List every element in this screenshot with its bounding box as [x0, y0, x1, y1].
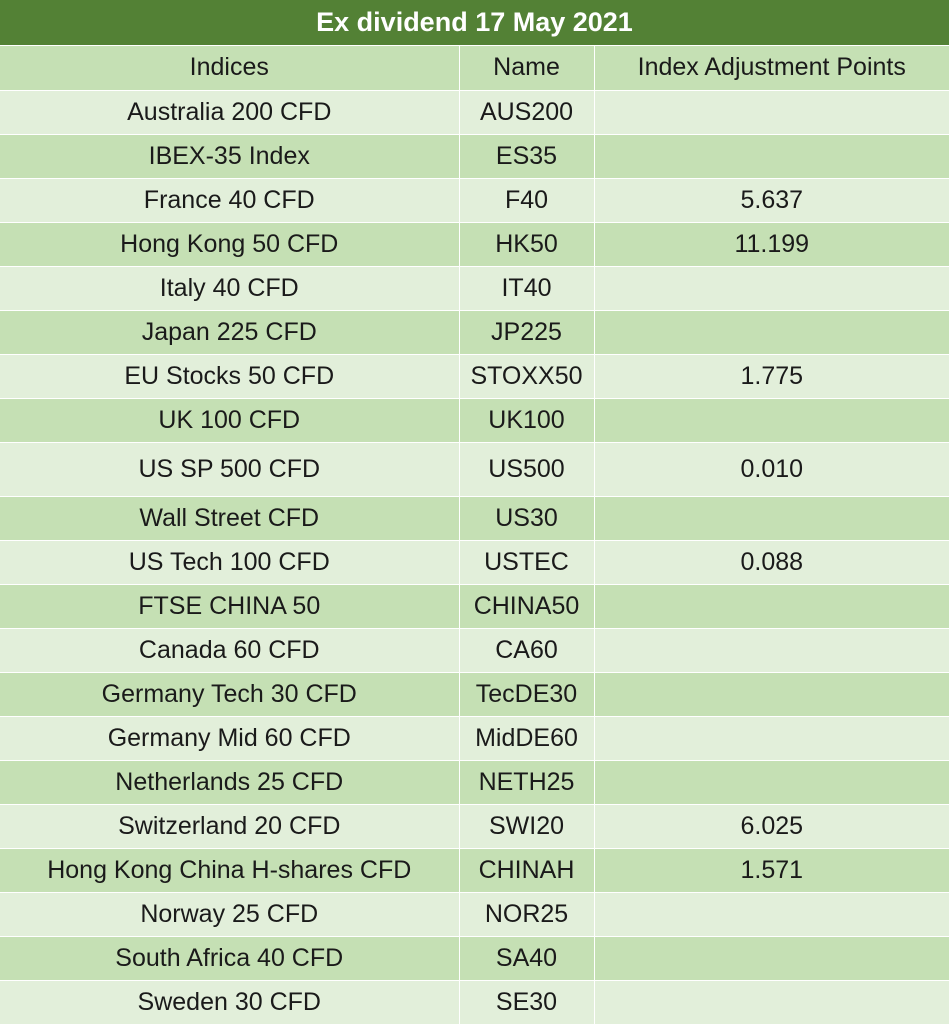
cell-name: STOXX50 — [459, 354, 595, 399]
cell-name: CHINAH — [459, 848, 595, 893]
table-row: Hong Kong China H-shares CFD CHINAH 1.571 — [0, 848, 949, 893]
cell-index: South Africa 40 CFD — [0, 936, 460, 981]
cell-index: Germany Mid 60 CFD — [0, 716, 460, 761]
cell-index: Hong Kong 50 CFD — [0, 222, 460, 267]
table-row: Italy 40 CFD IT40 — [0, 266, 949, 311]
cell-adjustment-points — [594, 584, 949, 629]
cell-name: CA60 — [459, 628, 595, 673]
cell-adjustment-points — [594, 760, 949, 805]
cell-adjustment-points — [594, 310, 949, 355]
table-header: Indices Name Index Adjustment Points — [0, 46, 949, 91]
table-row: EU Stocks 50 CFD STOXX50 1.775 — [0, 354, 949, 399]
table-row: IBEX-35 Index ES35 — [0, 134, 949, 179]
header-row: Indices Name Index Adjustment Points — [0, 46, 949, 91]
cell-adjustment-points — [594, 266, 949, 311]
cell-adjustment-points: 1.571 — [594, 848, 949, 893]
header-adjustment-points: Index Adjustment Points — [594, 46, 949, 91]
cell-adjustment-points: 5.637 — [594, 178, 949, 223]
cell-adjustment-points: 1.775 — [594, 354, 949, 399]
cell-adjustment-points — [594, 980, 949, 1024]
table-row: US SP 500 CFD US500 0.010 — [0, 442, 949, 497]
table-row: Wall Street CFD US30 — [0, 496, 949, 541]
table-row: Germany Tech 30 CFD TecDE30 — [0, 672, 949, 717]
cell-index: Germany Tech 30 CFD — [0, 672, 460, 717]
cell-adjustment-points — [594, 892, 949, 937]
cell-adjustment-points — [594, 134, 949, 179]
cell-index: Italy 40 CFD — [0, 266, 460, 311]
cell-index: Hong Kong China H-shares CFD — [0, 848, 460, 893]
cell-index: US Tech 100 CFD — [0, 540, 460, 585]
cell-index: US SP 500 CFD — [0, 442, 460, 497]
table-row: Australia 200 CFD AUS200 — [0, 90, 949, 135]
cell-name: USTEC — [459, 540, 595, 585]
table-row: Japan 225 CFD JP225 — [0, 310, 949, 355]
cell-name: SWI20 — [459, 804, 595, 849]
cell-adjustment-points — [594, 90, 949, 135]
cell-adjustment-points — [594, 672, 949, 717]
cell-adjustment-points: 0.088 — [594, 540, 949, 585]
cell-adjustment-points — [594, 628, 949, 673]
cell-name: SA40 — [459, 936, 595, 981]
cell-name: US500 — [459, 442, 595, 497]
cell-index: Netherlands 25 CFD — [0, 760, 460, 805]
table-row: Switzerland 20 CFD SWI20 6.025 — [0, 804, 949, 849]
cell-name: HK50 — [459, 222, 595, 267]
cell-adjustment-points — [594, 398, 949, 443]
cell-name: TecDE30 — [459, 672, 595, 717]
cell-index: France 40 CFD — [0, 178, 460, 223]
cell-name: NETH25 — [459, 760, 595, 805]
cell-name: F40 — [459, 178, 595, 223]
cell-index: Canada 60 CFD — [0, 628, 460, 673]
cell-index: Switzerland 20 CFD — [0, 804, 460, 849]
cell-index: FTSE CHINA 50 — [0, 584, 460, 629]
table-row: FTSE CHINA 50 CHINA50 — [0, 584, 949, 629]
cell-adjustment-points — [594, 936, 949, 981]
cell-adjustment-points — [594, 716, 949, 761]
cell-index: Australia 200 CFD — [0, 90, 460, 135]
table-row: Netherlands 25 CFD NETH25 — [0, 760, 949, 805]
cell-adjustment-points: 6.025 — [594, 804, 949, 849]
cell-adjustment-points: 11.199 — [594, 222, 949, 267]
cell-name: CHINA50 — [459, 584, 595, 629]
table-row: Sweden 30 CFD SE30 — [0, 980, 949, 1024]
cell-index: EU Stocks 50 CFD — [0, 354, 460, 399]
table-row: US Tech 100 CFD USTEC 0.088 — [0, 540, 949, 585]
cell-index: IBEX-35 Index — [0, 134, 460, 179]
table-row: Norway 25 CFD NOR25 — [0, 892, 949, 937]
table-body: Australia 200 CFD AUS200 IBEX-35 Index ES35… — [0, 90, 949, 1024]
table-row: Canada 60 CFD CA60 — [0, 628, 949, 673]
cell-name: IT40 — [459, 266, 595, 311]
table-title: Ex dividend 17 May 2021 — [0, 0, 949, 46]
cell-name: ES35 — [459, 134, 595, 179]
cell-name: JP225 — [459, 310, 595, 355]
cell-adjustment-points: 0.010 — [594, 442, 949, 497]
header-indices: Indices — [0, 46, 460, 91]
cell-index: UK 100 CFD — [0, 398, 460, 443]
table-row: France 40 CFD F40 5.637 — [0, 178, 949, 223]
dividend-table: Indices Name Index Adjustment Points Aus… — [0, 46, 949, 1024]
cell-name: UK100 — [459, 398, 595, 443]
cell-name: NOR25 — [459, 892, 595, 937]
cell-name: MidDE60 — [459, 716, 595, 761]
cell-index: Norway 25 CFD — [0, 892, 460, 937]
table-row: UK 100 CFD UK100 — [0, 398, 949, 443]
cell-name: US30 — [459, 496, 595, 541]
cell-index: Wall Street CFD — [0, 496, 460, 541]
table-row: South Africa 40 CFD SA40 — [0, 936, 949, 981]
cell-adjustment-points — [594, 496, 949, 541]
header-name: Name — [459, 46, 595, 91]
cell-name: AUS200 — [459, 90, 595, 135]
cell-index: Japan 225 CFD — [0, 310, 460, 355]
table-row: Hong Kong 50 CFD HK50 11.199 — [0, 222, 949, 267]
table-row: Germany Mid 60 CFD MidDE60 — [0, 716, 949, 761]
cell-name: SE30 — [459, 980, 595, 1024]
cell-index: Sweden 30 CFD — [0, 980, 460, 1024]
